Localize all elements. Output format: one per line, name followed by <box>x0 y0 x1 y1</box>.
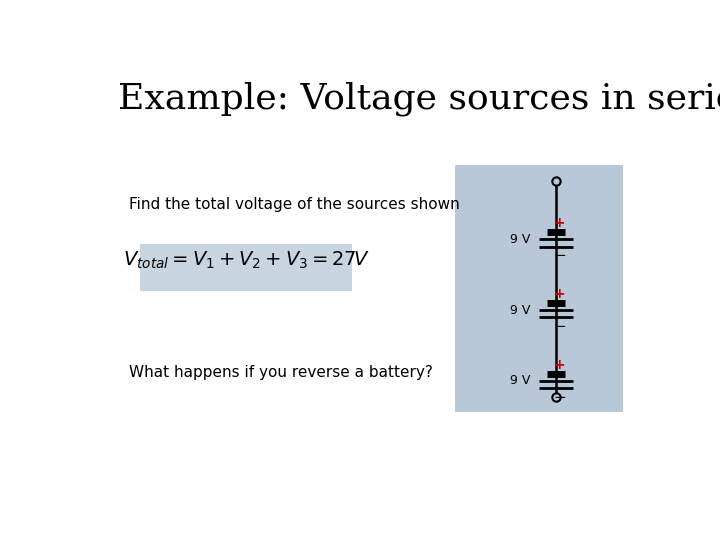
Text: −: − <box>553 319 566 334</box>
Text: −: − <box>553 389 566 404</box>
Text: +: + <box>554 216 565 230</box>
Text: Find the total voltage of the sources shown: Find the total voltage of the sources sh… <box>129 197 460 212</box>
Text: 9 V: 9 V <box>510 303 531 316</box>
FancyBboxPatch shape <box>140 244 352 292</box>
Text: +: + <box>554 287 565 301</box>
Text: $V_{total} = V_1 + V_2 + V_3 = 27V$: $V_{total} = V_1 + V_2 + V_3 = 27V$ <box>123 249 369 271</box>
Text: +: + <box>554 357 565 372</box>
Text: Example: Voltage sources in series: Example: Voltage sources in series <box>118 82 720 116</box>
Text: 9 V: 9 V <box>510 374 531 387</box>
Text: −: − <box>553 248 566 263</box>
Text: What happens if you reverse a battery?: What happens if you reverse a battery? <box>129 365 433 380</box>
Text: 9 V: 9 V <box>510 233 531 246</box>
FancyBboxPatch shape <box>456 165 623 412</box>
